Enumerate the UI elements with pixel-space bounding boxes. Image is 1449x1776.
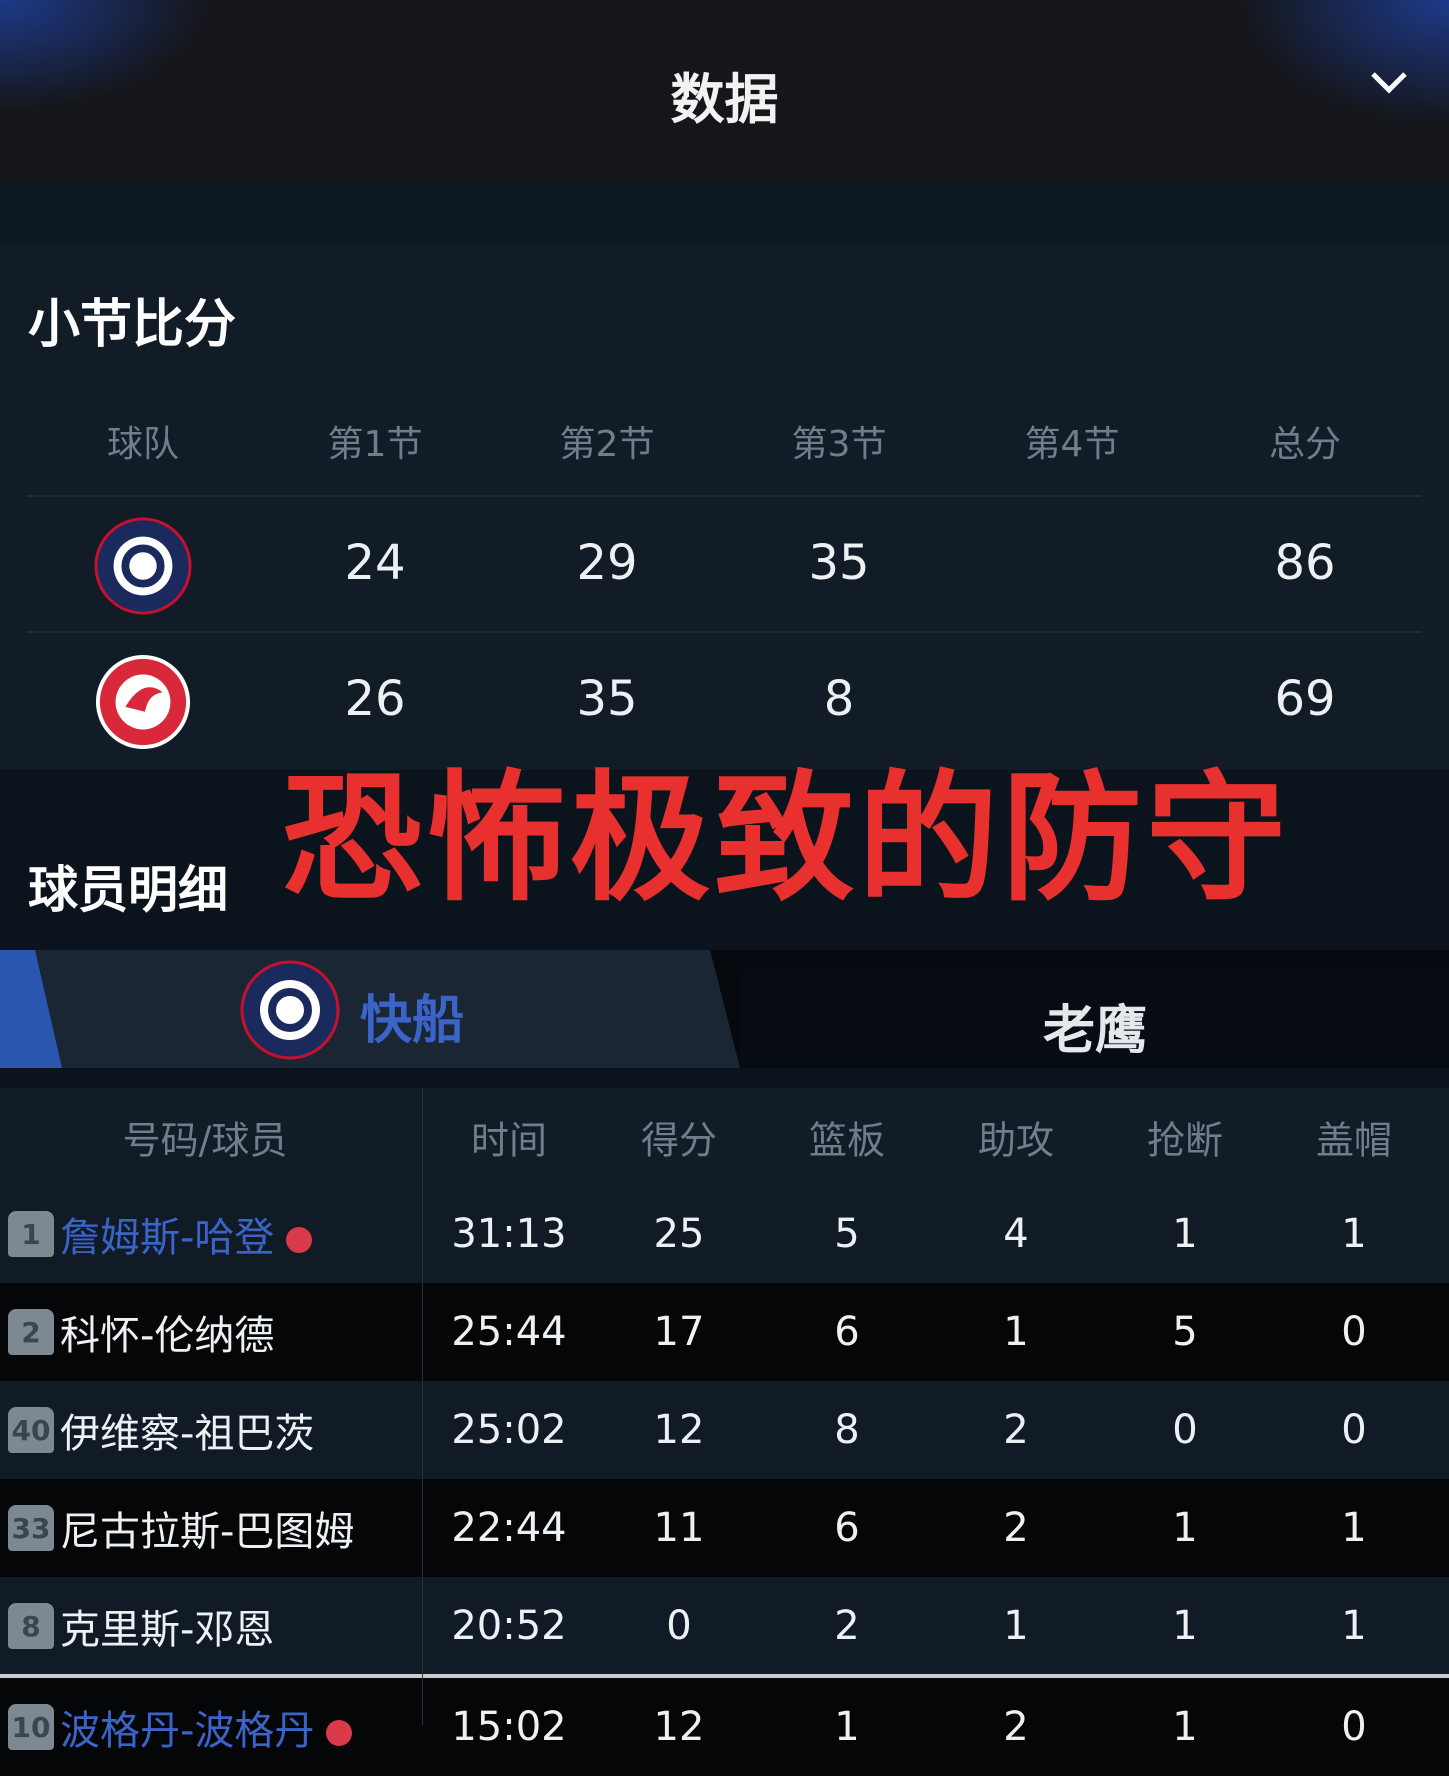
stat-assists: 1 (1003, 1603, 1029, 1649)
player-name[interactable]: 克里斯-邓恩 (60, 1607, 275, 1653)
column-divider (422, 1088, 423, 1725)
quarter-score-title: 小节比分 (28, 295, 237, 355)
tab-clippers[interactable]: 快船 (0, 950, 740, 1068)
score: 24 (344, 535, 406, 591)
header: 数据 (0, 0, 1449, 182)
col-points: 得分 (640, 1118, 718, 1162)
player-row[interactable]: 1 詹姆斯-哈登 31:13 25 5 4 1 1 (0, 1185, 1449, 1283)
stat-rebounds: 1 (834, 1704, 860, 1750)
player-row[interactable]: 8 克里斯-邓恩 20:52 0 2 1 1 1 (0, 1577, 1449, 1675)
player-name[interactable]: 詹姆斯-哈登 (60, 1215, 275, 1261)
tab-label: 快船 (360, 991, 465, 1051)
stat-assists: 1 (1003, 1309, 1029, 1355)
hawks-logo (95, 654, 191, 750)
team-tabs: 快船 老鹰 (0, 950, 1449, 1068)
stat-points: 12 (653, 1704, 705, 1750)
stat-time: 20:52 (451, 1603, 567, 1649)
stat-steals: 1 (1172, 1211, 1198, 1257)
col-total: 总分 (1268, 424, 1342, 465)
score: 35 (576, 671, 638, 727)
player-row[interactable]: 2 科怀-伦纳德 25:44 17 6 1 5 0 (0, 1283, 1449, 1381)
score: 26 (344, 671, 406, 727)
stat-points: 0 (666, 1603, 692, 1649)
stat-blocks: 1 (1341, 1603, 1367, 1649)
stat-steals: 1 (1172, 1704, 1198, 1750)
score: 29 (576, 535, 638, 591)
col-q3: 第3节 (791, 424, 887, 465)
stat-rebounds: 8 (834, 1407, 860, 1453)
player-row[interactable]: 33 尼古拉斯-巴图姆 22:44 11 6 2 1 1 (0, 1479, 1449, 1577)
jersey-number: 8 (8, 1603, 54, 1649)
active-tab-indicator (0, 950, 62, 1068)
player-name[interactable]: 科怀-伦纳德 (60, 1313, 275, 1359)
player-name[interactable]: 尼古拉斯-巴图姆 (60, 1509, 355, 1555)
jersey-number: 40 (8, 1407, 54, 1453)
player-row[interactable]: 40 伊维察-祖巴茨 25:02 12 8 2 0 0 (0, 1381, 1449, 1479)
stat-steals: 1 (1172, 1505, 1198, 1551)
stat-assists: 2 (1003, 1505, 1029, 1551)
stat-blocks: 0 (1341, 1309, 1367, 1355)
page-title: 数据 (670, 68, 779, 131)
jersey-number: 2 (8, 1309, 54, 1355)
stat-points: 17 (653, 1309, 705, 1355)
col-time: 时间 (470, 1118, 548, 1162)
spacer (0, 182, 1449, 243)
score: 35 (808, 535, 870, 591)
score: 8 (823, 671, 855, 727)
stat-time: 25:02 (451, 1407, 567, 1453)
player-name[interactable]: 伊维察-祖巴茨 (60, 1411, 315, 1457)
stat-time: 25:44 (451, 1309, 567, 1355)
starter-bench-divider (0, 1674, 1449, 1678)
stat-assists: 2 (1003, 1407, 1029, 1453)
score-total: 69 (1274, 671, 1336, 727)
quarter-score-section (0, 243, 1449, 770)
stat-blocks: 1 (1341, 1505, 1367, 1551)
stat-blocks: 0 (1341, 1407, 1367, 1453)
col-steals: 抢断 (1146, 1118, 1224, 1162)
clippers-logo (240, 960, 340, 1060)
overlay-caption: 恐怖极致的防守 (282, 758, 1291, 921)
stat-time: 31:13 (451, 1211, 567, 1257)
col-q2: 第2节 (559, 424, 655, 465)
player-row[interactable]: 10 波格丹-波格丹 15:02 12 1 2 1 0 (0, 1678, 1449, 1776)
jersey-number: 1 (8, 1211, 54, 1257)
stat-time: 15:02 (451, 1704, 567, 1750)
tab-label: 老鹰 (1043, 1001, 1148, 1061)
player-section-title: 球员明细 (28, 861, 228, 919)
col-blocks: 盖帽 (1315, 1118, 1393, 1162)
score-total: 86 (1274, 535, 1336, 591)
col-team: 球队 (106, 424, 180, 465)
col-rebounds: 篮板 (808, 1118, 886, 1162)
col-q4: 第4节 (1024, 424, 1120, 465)
basketball-icon (286, 1227, 313, 1253)
stat-steals: 5 (1172, 1309, 1198, 1355)
stat-points: 12 (653, 1407, 705, 1453)
divider (27, 495, 1422, 497)
stat-assists: 2 (1003, 1704, 1029, 1750)
clippers-logo (94, 517, 192, 615)
stat-blocks: 1 (1341, 1211, 1367, 1257)
jersey-number: 10 (8, 1704, 54, 1750)
stat-points: 25 (653, 1211, 705, 1257)
stat-rebounds: 2 (834, 1603, 860, 1649)
divider (27, 631, 1422, 633)
stat-rebounds: 5 (834, 1211, 860, 1257)
tab-hawks[interactable]: 老鹰 (740, 970, 1449, 1068)
col-assists: 助攻 (977, 1118, 1055, 1162)
stat-points: 11 (653, 1505, 705, 1551)
chevron-down-icon[interactable] (1369, 62, 1409, 102)
stat-blocks: 0 (1341, 1704, 1367, 1750)
stat-rebounds: 6 (834, 1309, 860, 1355)
col-q1: 第1节 (327, 424, 423, 465)
col-player: 号码/球员 (122, 1118, 288, 1162)
player-name[interactable]: 波格丹-波格丹 (60, 1708, 315, 1754)
stat-time: 22:44 (451, 1505, 567, 1551)
basketball-icon (326, 1720, 353, 1746)
stat-steals: 1 (1172, 1603, 1198, 1649)
player-table-header: 号码/球员 时间 得分 篮板 助攻 抢断 盖帽 (0, 1088, 1449, 1185)
stat-rebounds: 6 (834, 1505, 860, 1551)
stat-assists: 4 (1003, 1211, 1029, 1257)
stat-steals: 0 (1172, 1407, 1198, 1453)
jersey-number: 33 (8, 1505, 54, 1551)
